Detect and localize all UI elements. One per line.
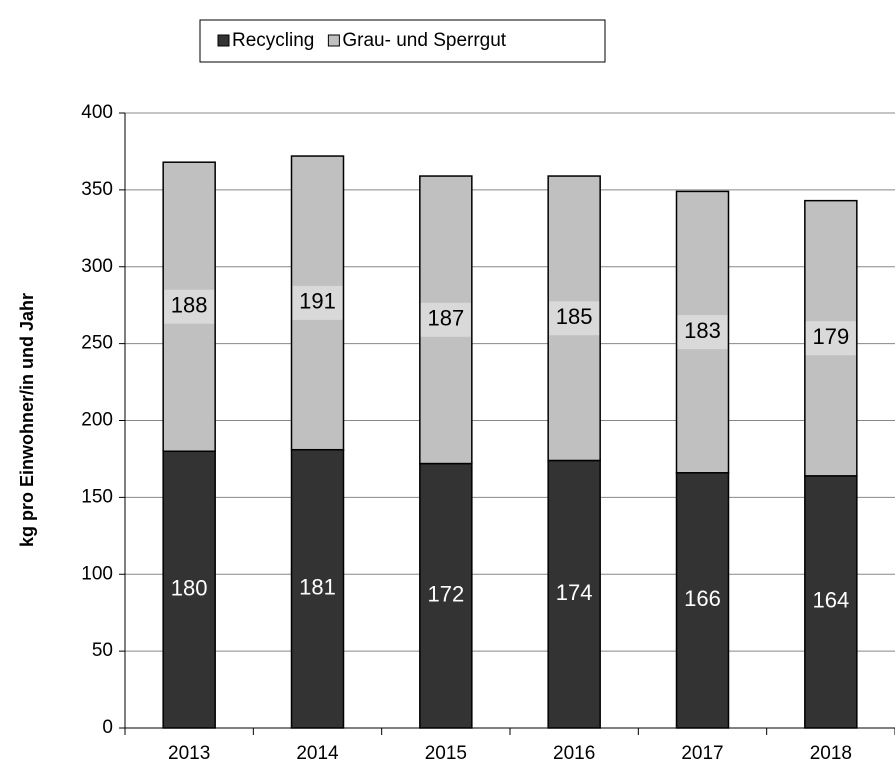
x-tick-label: 2016 <box>553 743 595 764</box>
value-label: 166 <box>684 586 721 611</box>
x-tick-label: 2017 <box>681 743 723 764</box>
y-tick-label: 400 <box>81 102 113 123</box>
y-axis-label: kg pro Einwohner/in und Jahr <box>17 293 37 547</box>
value-label: 181 <box>299 575 336 600</box>
bar-segment <box>547 459 601 729</box>
y-tick-label: 50 <box>92 640 113 661</box>
y-tick-label: 350 <box>81 179 113 200</box>
y-tick-label: 250 <box>81 333 113 354</box>
y-tick-label: 100 <box>81 563 113 584</box>
y-tick-label: 0 <box>102 717 113 738</box>
value-label: 187 <box>427 306 464 331</box>
value-label: 172 <box>427 582 464 607</box>
bar-segment <box>419 462 473 729</box>
bar-segment <box>675 472 730 729</box>
bar-segment <box>162 450 216 729</box>
y-tick-label: 150 <box>81 486 113 507</box>
value-label: 179 <box>812 324 849 349</box>
y-tick-label: 300 <box>81 256 113 277</box>
legend-label: Recycling <box>232 30 314 51</box>
x-tick-label: 2013 <box>168 743 210 764</box>
value-label: 188 <box>171 293 208 318</box>
legend-swatch <box>217 34 230 47</box>
value-label-bg <box>292 285 343 320</box>
value-label: 180 <box>171 575 208 600</box>
value-label-bg <box>164 289 215 324</box>
x-tick-label: 2018 <box>810 743 852 764</box>
value-label-bg <box>549 301 600 336</box>
legend-label: Grau- und Sperrgut <box>342 30 506 51</box>
x-tick-label: 2014 <box>296 743 339 764</box>
legend-box <box>199 19 606 63</box>
value-label: 164 <box>812 588 849 613</box>
value-label-bg <box>677 315 728 350</box>
bar-segment <box>804 475 858 729</box>
value-label: 183 <box>684 318 721 343</box>
value-label: 185 <box>556 304 593 329</box>
value-label: 174 <box>556 580 593 605</box>
x-tick-label: 2015 <box>425 743 467 764</box>
value-label: 191 <box>299 289 336 314</box>
y-tick-label: 200 <box>81 410 113 431</box>
value-label-bg <box>420 302 471 337</box>
value-label-bg <box>805 321 856 356</box>
legend-swatch <box>327 34 340 47</box>
